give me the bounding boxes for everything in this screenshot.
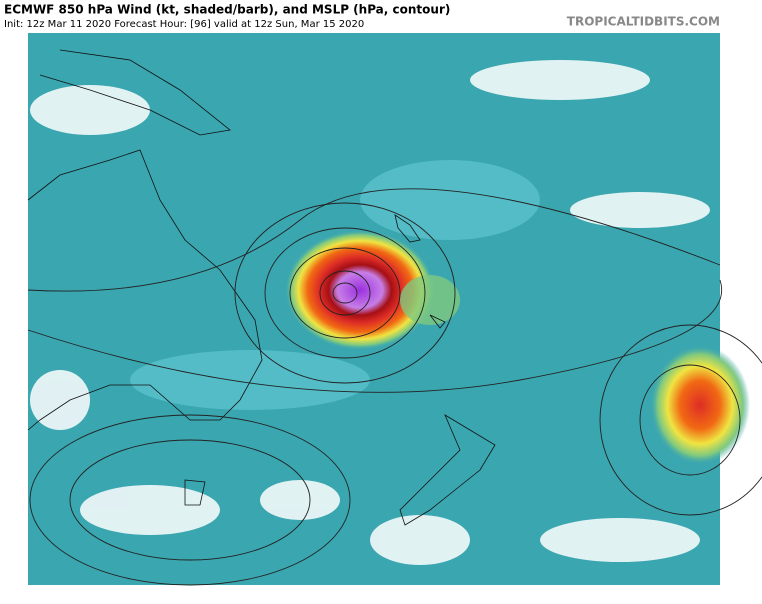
- map-area: [27, 33, 762, 586]
- coastlines: [27, 49, 496, 526]
- isobars: [27, 188, 762, 586]
- cyclone: [285, 230, 435, 350]
- title: ECMWF 850 hPa Wind (kt, shaded/barb), an…: [4, 3, 450, 17]
- subtitle: Init: 12z Mar 11 2020 Forecast Hour: [96…: [4, 19, 364, 30]
- site: TROPICALTIDBITS.COM: [567, 15, 720, 29]
- cyclone-2: [650, 345, 750, 465]
- calm-patches: [30, 60, 710, 565]
